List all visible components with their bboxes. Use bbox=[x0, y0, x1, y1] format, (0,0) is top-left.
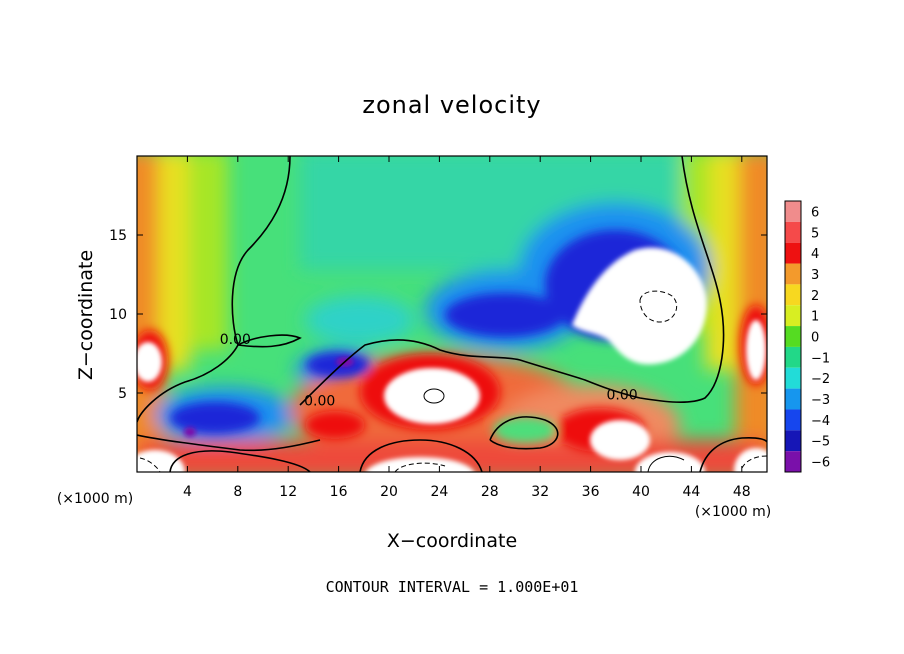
colorbar-swatch bbox=[785, 221, 801, 243]
zero-contour-middle bbox=[299, 156, 725, 406]
colorbar-swatch bbox=[785, 367, 801, 389]
zero-contour-floor-mid bbox=[359, 439, 483, 472]
colorbar-level-label: −4 bbox=[811, 414, 830, 429]
colorbar-swatch bbox=[785, 430, 801, 452]
colorbar-level-label: 6 bbox=[811, 205, 819, 220]
low-green-pocket bbox=[493, 417, 557, 443]
x-tick-label: 28 bbox=[481, 484, 499, 500]
y-tick-label: 10 bbox=[109, 307, 127, 323]
y-ticks: 5 10 15 bbox=[109, 228, 767, 402]
thin-contour-right-low bbox=[647, 456, 685, 472]
mid-cyan-patch bbox=[305, 296, 415, 344]
y-tick-label: 5 bbox=[118, 386, 127, 402]
zero-contour-lower bbox=[137, 434, 321, 452]
chart-title: zonal velocity bbox=[362, 91, 541, 119]
zero-contours bbox=[137, 156, 767, 472]
zero-contour-floor-left bbox=[169, 450, 311, 472]
x-tick-label: 44 bbox=[682, 484, 700, 500]
left-yellow-band bbox=[158, 156, 190, 370]
colorbar-swatch bbox=[785, 326, 801, 347]
left-lime-band bbox=[188, 156, 228, 350]
x-tick-label: 12 bbox=[279, 484, 297, 500]
colorbar-swatch bbox=[785, 284, 801, 306]
right-yellow-band bbox=[705, 156, 739, 370]
colorbar-level-label: 5 bbox=[811, 226, 819, 241]
velocity-field bbox=[137, 156, 767, 472]
x-unit-right: (×1000 m) bbox=[695, 504, 771, 520]
colorbar-level-label: 0 bbox=[811, 331, 819, 346]
dashed-contour-upper-right bbox=[639, 290, 678, 323]
colorbar-swatch bbox=[785, 242, 801, 264]
x-tick-label: 48 bbox=[733, 484, 751, 500]
colorbar-swatch bbox=[785, 201, 801, 222]
central-saturated-core bbox=[384, 368, 480, 424]
colorbar-level-label: 1 bbox=[811, 310, 819, 325]
colorbar-level-label: 3 bbox=[811, 268, 819, 283]
colorbar-level-label: −2 bbox=[811, 372, 830, 387]
left-low-red bbox=[305, 411, 365, 439]
colorbar-frame bbox=[784, 200, 802, 473]
right-low-saturated-core bbox=[590, 420, 650, 460]
colorbar-level-label: 2 bbox=[811, 289, 819, 304]
contour-value-label: 0.00 bbox=[607, 387, 638, 403]
x-axis-label: X−coordinate bbox=[387, 530, 517, 552]
colorbar-swatch bbox=[785, 263, 801, 285]
zero-contour-left-inner bbox=[237, 334, 302, 348]
field-saturated-layer bbox=[137, 247, 767, 472]
upper-right-saturated-core bbox=[572, 247, 707, 365]
x-tick-label: 20 bbox=[380, 484, 398, 500]
floor-saturated-mid bbox=[365, 457, 475, 472]
floor-saturated-left bbox=[137, 450, 185, 472]
left-edge-saturated-core bbox=[137, 342, 162, 382]
colorbar-level-label: −5 bbox=[811, 435, 830, 450]
colorbar-swatch bbox=[785, 305, 801, 327]
x-tick-label: 24 bbox=[430, 484, 448, 500]
contour-value-label: 0.00 bbox=[220, 332, 251, 348]
y-axis-label: Z−coordinate bbox=[75, 250, 97, 380]
zero-contour-green-pocket bbox=[489, 416, 559, 450]
colorbar-swatch bbox=[785, 388, 801, 410]
right-edge-saturated-core bbox=[746, 320, 766, 380]
dashed-contour-floor-left bbox=[139, 457, 161, 472]
colorbar-level-label: 4 bbox=[811, 247, 819, 262]
y-tick-label: 15 bbox=[109, 228, 127, 244]
negative-contours bbox=[139, 290, 767, 472]
contour-value-label: 0.00 bbox=[304, 394, 335, 410]
x-tick-label: 4 bbox=[183, 484, 192, 500]
colorbar-swatch bbox=[785, 451, 801, 472]
x-tick-label: 32 bbox=[531, 484, 549, 500]
small-violet-cell-left bbox=[184, 427, 196, 437]
colorbar-level-label: −1 bbox=[811, 351, 830, 366]
x-tick-label: 36 bbox=[582, 484, 600, 500]
x-tick-label: 8 bbox=[233, 484, 242, 500]
colorbar-level-label: −6 bbox=[811, 456, 830, 471]
x-unit-left: (×1000 m) bbox=[57, 491, 133, 507]
colorbar-swatch bbox=[785, 409, 801, 431]
colorbar-swatch bbox=[785, 346, 801, 368]
x-tick-label: 16 bbox=[330, 484, 348, 500]
lower-left-deep-blue bbox=[170, 402, 260, 434]
contour-interval-footer: CONTOUR INTERVAL = 1.000E+01 bbox=[326, 578, 579, 596]
x-tick-label: 40 bbox=[632, 484, 650, 500]
colorbar-level-label: −3 bbox=[811, 393, 830, 408]
contour-label-group: 0.00 0.00 0.00 bbox=[220, 332, 638, 410]
zero-contour-floor-right bbox=[699, 437, 767, 472]
colorbar: 6 5 4 3 2 1 0 −1 −2 −3 −4 −5 −6 bbox=[784, 200, 830, 473]
floor-saturated-right bbox=[635, 452, 705, 472]
x-ticks: 4 8 12 16 20 24 28 32 36 40 44 48 bbox=[183, 156, 751, 500]
thin-contour-central bbox=[423, 388, 445, 404]
dashed-contour-floor-right bbox=[741, 455, 767, 469]
zero-contour-left bbox=[137, 156, 291, 423]
positive-contours bbox=[423, 388, 685, 472]
mid-deep-blue bbox=[445, 293, 565, 337]
dashed-contour-floor-mid bbox=[394, 462, 446, 472]
